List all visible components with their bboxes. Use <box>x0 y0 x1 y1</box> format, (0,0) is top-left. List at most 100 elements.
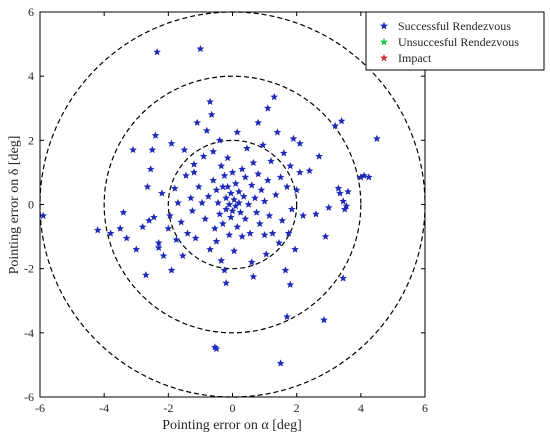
data-point <box>215 136 224 144</box>
data-point <box>344 187 352 195</box>
data-point <box>203 126 211 134</box>
data-point <box>222 279 230 287</box>
data-point <box>199 152 208 160</box>
data-point <box>187 194 195 202</box>
data-point <box>244 200 253 208</box>
data-point <box>106 229 115 237</box>
data-point <box>148 145 157 154</box>
data-point <box>292 186 301 194</box>
data-point <box>222 205 230 213</box>
data-point <box>116 224 124 232</box>
data-point <box>276 173 285 181</box>
data-point <box>337 117 346 125</box>
data-point <box>195 182 203 191</box>
data-point <box>239 192 248 200</box>
data-point <box>289 134 298 142</box>
data-point <box>217 256 226 264</box>
data-point <box>178 251 187 260</box>
data-point <box>206 245 214 253</box>
data-point <box>227 189 235 197</box>
data-point <box>153 48 161 56</box>
data-point <box>247 258 256 266</box>
data-point <box>334 184 343 192</box>
data-point <box>167 139 176 147</box>
x-tick-label: 2 <box>294 401 300 415</box>
data-point <box>183 229 192 237</box>
data-point <box>260 197 269 205</box>
data-point <box>339 274 347 282</box>
data-point <box>222 194 230 202</box>
data-point <box>286 162 295 170</box>
data-point <box>233 222 242 231</box>
data-point <box>281 266 290 274</box>
data-point <box>228 206 237 215</box>
data-point <box>228 168 237 176</box>
y-tick-label: 0 <box>28 198 34 212</box>
data-point <box>249 272 258 280</box>
data-point <box>143 182 152 191</box>
data-point <box>336 189 344 197</box>
data-point <box>217 162 226 170</box>
data-point <box>119 208 128 216</box>
data-point <box>145 216 153 224</box>
data-point <box>191 234 200 242</box>
data-point <box>150 213 158 221</box>
data-points <box>39 44 381 367</box>
data-point <box>264 104 272 112</box>
data-point <box>225 230 234 239</box>
data-point <box>241 173 250 181</box>
data-point <box>260 230 269 239</box>
legend-marker <box>380 37 388 46</box>
data-point <box>172 235 181 244</box>
y-tick-label: -2 <box>24 262 34 276</box>
data-point <box>164 224 173 232</box>
data-point <box>275 239 283 247</box>
legend-marker <box>380 53 388 62</box>
y-axis-ticks: -6 -4 -2 0 2 4 6 <box>24 5 425 404</box>
data-point <box>238 232 246 240</box>
data-point <box>142 271 150 279</box>
data-point <box>280 149 288 157</box>
data-point <box>220 171 229 179</box>
data-point <box>129 145 137 154</box>
data-point <box>255 219 264 227</box>
data-point <box>268 229 277 237</box>
data-point <box>215 210 224 218</box>
data-point <box>214 198 222 207</box>
data-point <box>174 198 182 207</box>
data-point <box>193 118 201 126</box>
data-point <box>177 218 185 226</box>
data-point <box>223 153 232 162</box>
data-point <box>204 192 213 200</box>
data-point <box>265 211 274 219</box>
data-point <box>272 190 280 199</box>
data-point <box>249 158 258 167</box>
data-point <box>286 280 295 288</box>
data-point <box>146 165 155 173</box>
x-tick-label: -4 <box>99 401 109 415</box>
data-point <box>209 176 218 184</box>
data-point <box>251 194 259 202</box>
data-point <box>207 110 216 118</box>
x-tick-label: 0 <box>230 401 236 415</box>
data-point <box>166 211 174 219</box>
data-point <box>283 312 291 321</box>
data-point <box>235 187 243 195</box>
data-point <box>206 97 214 106</box>
x-tick-label: 4 <box>358 401 364 415</box>
data-point <box>219 219 227 227</box>
data-point <box>151 131 160 139</box>
data-point <box>198 198 206 207</box>
data-point <box>254 170 262 178</box>
data-point <box>342 202 351 210</box>
data-point <box>233 128 242 136</box>
data-point <box>212 186 221 194</box>
data-point <box>264 176 272 184</box>
data-point <box>360 171 368 179</box>
data-point <box>93 226 102 234</box>
data-point <box>159 251 168 260</box>
data-point <box>305 166 314 175</box>
data-point <box>225 200 234 208</box>
data-point <box>196 44 205 53</box>
